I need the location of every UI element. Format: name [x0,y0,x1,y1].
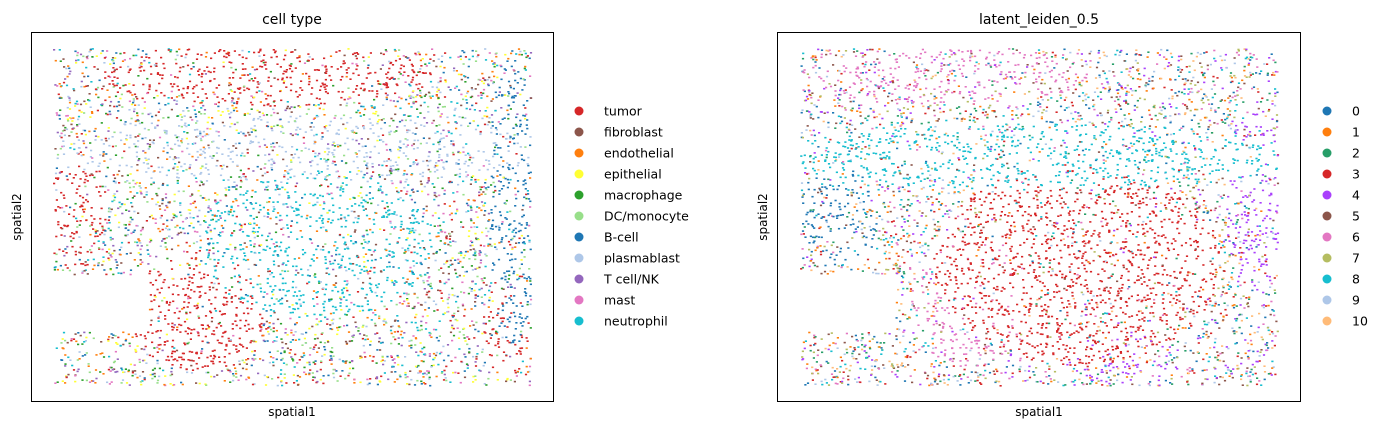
legend-label: 9 [1352,293,1360,308]
legend-label: DC/monocyte [604,209,689,224]
legend-label: 1 [1352,125,1360,140]
legend-marker [1322,295,1332,305]
cell-type-panel: cell type spatial1 spatial2 tumor fibrobl… [10,12,689,419]
legend-marker [574,316,584,326]
legend-marker [1322,127,1332,137]
legend-label: 8 [1352,272,1360,287]
chart-title: cell type [262,12,322,28]
legend-marker [1322,106,1332,116]
legend-marker [1322,232,1332,242]
legend-marker [574,106,584,116]
legend-marker [1322,190,1332,200]
legend-label: plasmablast [604,251,680,266]
legend-label: 4 [1352,188,1360,203]
y-axis-label: spatial2 [756,193,770,241]
legend-label: epithelial [604,167,662,182]
legend-label: neutrophil [604,314,668,329]
legend-label: 6 [1352,230,1360,245]
legend-marker [574,190,584,200]
legend-label: 10 [1352,314,1368,329]
legend-label: B-cell [604,230,639,245]
legend-marker [574,169,584,179]
legend-marker [1322,211,1332,221]
legend-marker [574,295,584,305]
legend-label: 0 [1352,104,1360,119]
legend-label: tumor [604,104,643,119]
axes-frame [31,32,554,402]
legend-marker [574,253,584,263]
y-axis-label: spatial2 [10,193,24,241]
legend-label: endothelial [604,146,674,161]
legend-marker [574,148,584,158]
axes-frame [777,32,1301,402]
legend: 0 1 2 3 4 5 6 7 8 9 10 [1322,104,1368,329]
legend-marker [574,232,584,242]
legend-marker [1322,148,1332,158]
legend-marker [574,274,584,284]
scatter-points [53,48,533,387]
legend-label: macrophage [604,188,683,203]
x-axis-label: spatial1 [268,405,316,419]
legend-label: 3 [1352,167,1360,182]
scatter-points [800,48,1280,387]
legend-label: fibroblast [604,125,663,140]
legend-label: mast [604,293,635,308]
legend-label: 5 [1352,209,1360,224]
legend-label: 7 [1352,251,1360,266]
legend-marker [574,127,584,137]
legend-marker [1322,316,1332,326]
chart-title: latent_leiden_0.5 [979,12,1099,28]
legend-marker [574,211,584,221]
legend-label: T cell/NK [603,272,660,287]
legend: tumor fibroblast endothelial epithelial macr… [574,104,689,329]
leiden-panel: latent_leiden_0.5 spatial1 spatial2 0 1 2 3… [756,12,1368,419]
legend-marker [1322,274,1332,284]
legend-marker [1322,253,1332,263]
legend-label: 2 [1352,146,1360,161]
legend-marker [1322,169,1332,179]
x-axis-label: spatial1 [1015,405,1063,419]
